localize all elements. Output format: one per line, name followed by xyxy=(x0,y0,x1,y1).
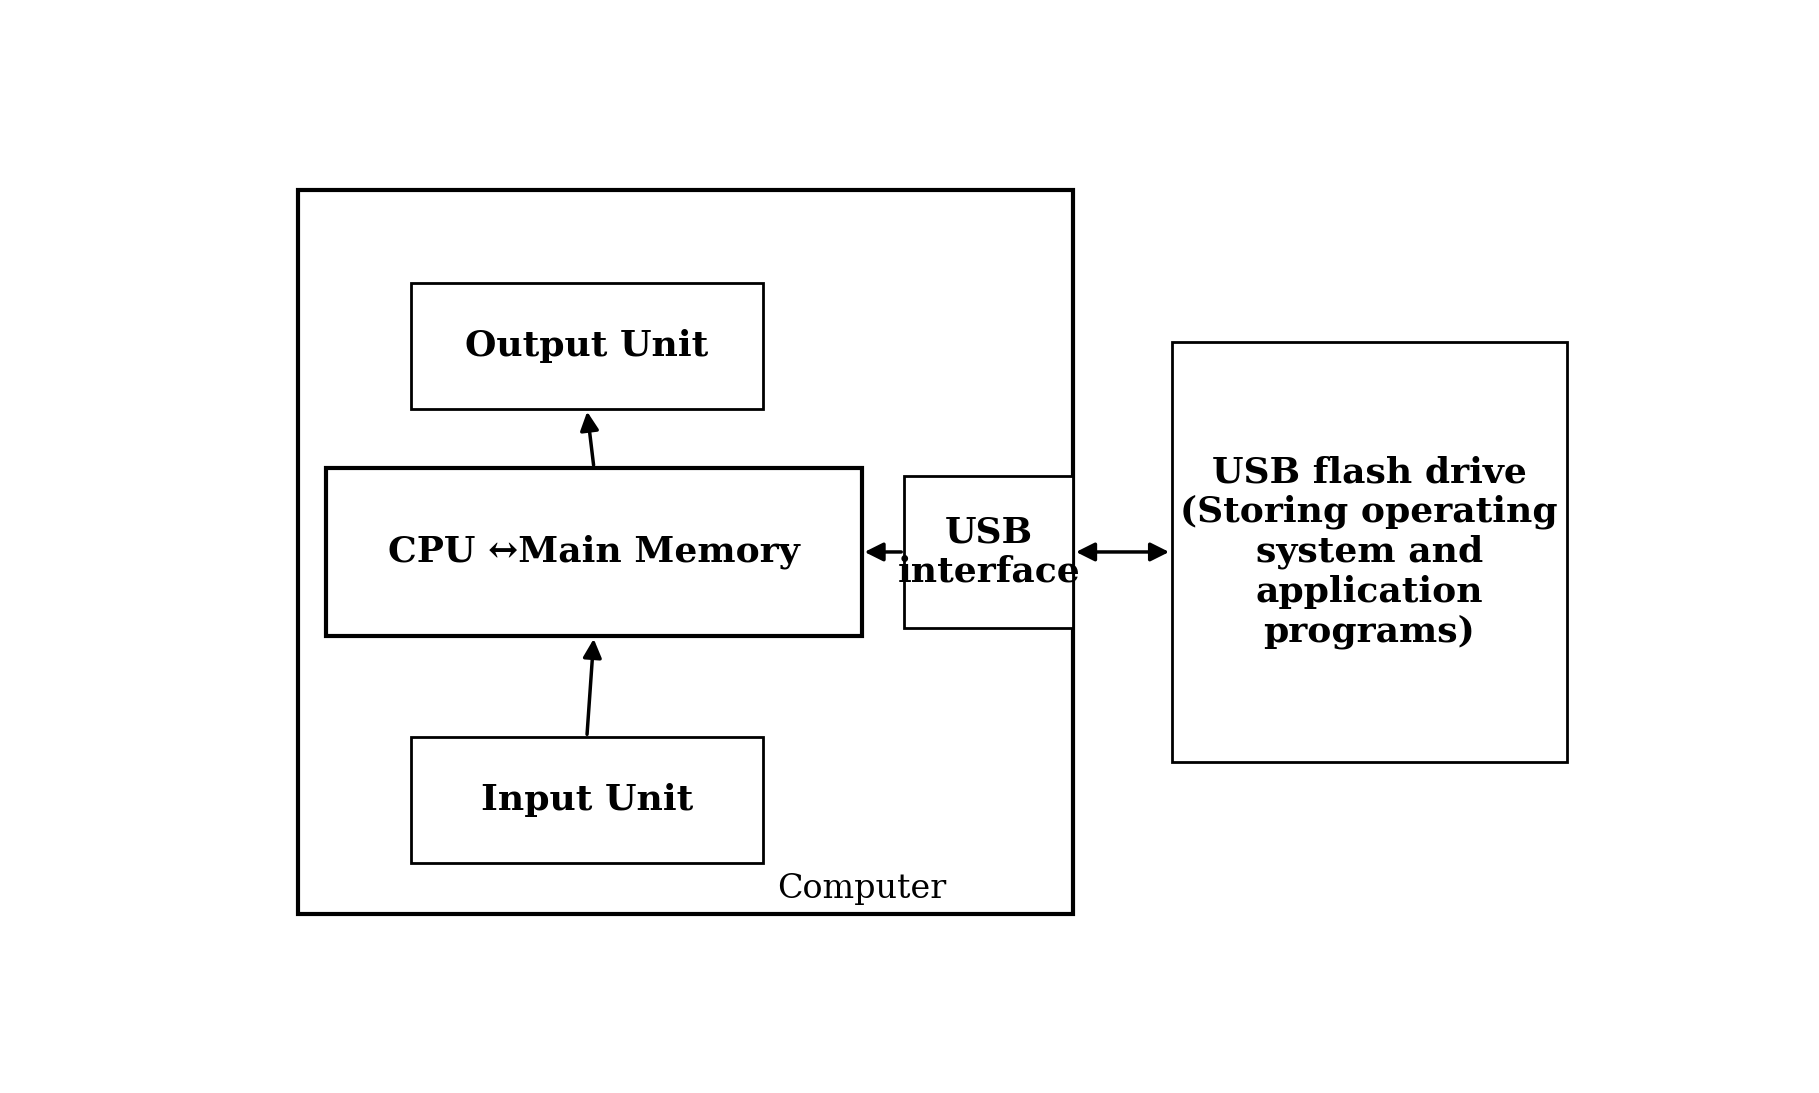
Bar xyxy=(326,468,862,636)
Bar xyxy=(298,190,1073,914)
Text: USB flash drive
(Storing operating
system and
application
programs): USB flash drive (Storing operating syste… xyxy=(1181,456,1559,648)
Text: USB
interface: USB interface xyxy=(897,515,1080,589)
Bar xyxy=(411,737,762,863)
Text: Computer: Computer xyxy=(777,872,946,905)
Bar xyxy=(411,283,762,409)
Bar xyxy=(1171,341,1566,763)
Text: Output Unit: Output Unit xyxy=(466,329,708,363)
Bar xyxy=(904,477,1073,627)
Text: CPU ↔Main Memory: CPU ↔Main Memory xyxy=(387,534,800,569)
Text: Input Unit: Input Unit xyxy=(480,784,693,818)
